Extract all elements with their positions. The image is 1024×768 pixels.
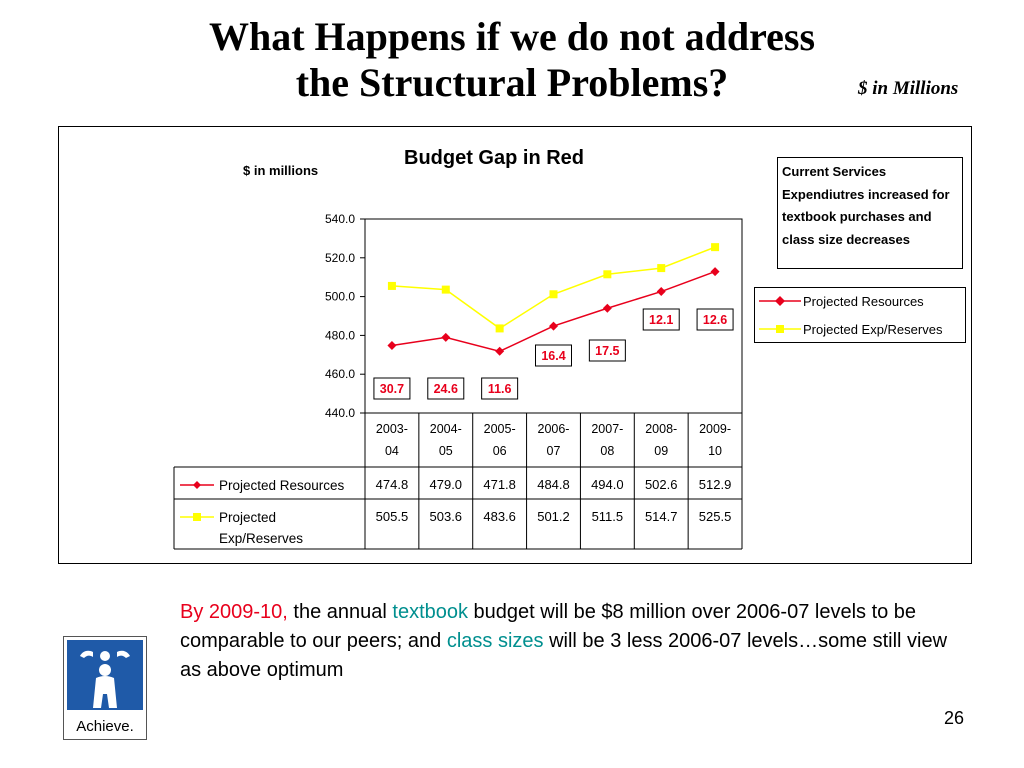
gap-label-box: [696, 308, 734, 331]
x-tick-label: 07: [547, 444, 561, 458]
gap-label-box: [642, 308, 680, 331]
plot-area: [364, 218, 743, 414]
data-point: [602, 303, 612, 313]
legend-marker-diamond-icon: [759, 296, 801, 306]
chart-legend: Projected Resources Projected Exp/Reserv…: [754, 287, 966, 343]
body-text: By 2009-10, the annual textbook budget w…: [180, 598, 960, 685]
parent-child-figure-icon: [80, 650, 130, 708]
units-note: $ in Millions: [858, 78, 959, 99]
gap-label: 17.5: [595, 344, 619, 358]
table-cell: 512.9: [699, 477, 732, 492]
data-point: [711, 243, 720, 252]
x-tick-label: 06: [493, 444, 507, 458]
slide-title-line-2: the Structural Problems?: [295, 60, 729, 105]
body-text-segment: budget will be $8 million over 2006-07 l…: [180, 601, 917, 652]
x-tick-label: 10: [708, 444, 722, 458]
table-cell: 503.6: [430, 509, 463, 524]
y-tick-label: 540.0: [325, 212, 355, 226]
slide-title-line-1: What Happens if we do not address: [208, 14, 816, 59]
gap-label: 30.7: [380, 382, 404, 396]
data-point: [603, 270, 612, 279]
legend-label: Projected Resources: [803, 294, 924, 309]
chart-frame: [58, 126, 972, 564]
table-cell: 484.8: [537, 477, 570, 492]
chart-title: Budget Gap in Red: [404, 147, 584, 169]
y-axis-label: $ in millions: [243, 163, 319, 178]
x-tick-label: 2003-: [376, 422, 408, 436]
x-tick-label: 2009-: [699, 422, 731, 436]
y-tick-label: 500.0: [325, 290, 355, 304]
data-point: [387, 281, 396, 290]
data-point: [656, 287, 666, 297]
gap-label-box: [588, 339, 626, 362]
data-point: [495, 346, 505, 356]
table-cell: 474.8: [376, 477, 409, 492]
y-tick-label: 460.0: [325, 367, 355, 381]
data-point: [441, 332, 451, 342]
body-text-segment: will be 3 less 2006-07 levels…some still…: [180, 630, 948, 681]
legend-label: Projected Exp/Reserves: [803, 322, 943, 337]
table-cell: 501.2: [537, 509, 570, 524]
gap-label: 11.6: [488, 382, 512, 396]
table-cell: 511.5: [592, 509, 624, 524]
x-tick-label: 05: [439, 444, 453, 458]
table-cell: 494.0: [591, 477, 624, 492]
data-point: [549, 290, 558, 299]
table-cell: 505.5: [376, 509, 409, 524]
x-tick-label: 2006-: [538, 422, 570, 436]
table-row-label: Exp/Reserves: [219, 531, 303, 546]
table-cell: 471.8: [483, 477, 516, 492]
data-point: [441, 285, 450, 294]
gap-label-box: [373, 377, 411, 400]
data-point: [657, 264, 666, 273]
table-row-label: Projected Resources: [219, 478, 345, 493]
slide-title: What Happens if we do not address the St…: [0, 14, 1024, 106]
body-text-segment: the annual: [287, 601, 393, 623]
y-tick-label: 520.0: [325, 251, 355, 265]
gap-label-box: [481, 377, 519, 400]
logo-text: Achieve.: [76, 718, 134, 735]
x-tick-label: 2007-: [591, 422, 623, 436]
data-point: [549, 321, 558, 331]
body-text-class-sizes: class sizes: [446, 630, 544, 652]
table-cell: 502.6: [645, 477, 678, 492]
y-tick-label: 440.0: [325, 406, 355, 420]
gap-label: 12.1: [649, 313, 673, 327]
x-tick-label: 09: [654, 444, 668, 458]
legend-item-projected-resources: Projected Resources: [755, 292, 965, 312]
x-tick-label: 2004-: [430, 422, 462, 436]
legend-marker-square-icon: [759, 325, 801, 333]
table-cell: 525.5: [699, 509, 732, 524]
x-tick-label: 08: [600, 444, 614, 458]
table-cell: 479.0: [430, 477, 463, 492]
body-text-year: By 2009-10,: [180, 601, 288, 623]
gap-label-box: [427, 377, 465, 400]
square-marker-icon: [193, 513, 201, 521]
gap-label-box: [535, 344, 572, 367]
legend-item-projected-exp: Projected Exp/Reserves: [755, 320, 965, 340]
gap-label: 24.6: [434, 382, 458, 396]
data-point: [387, 340, 397, 350]
x-tick-label: 04: [385, 444, 399, 458]
y-tick-label: 480.0: [325, 328, 355, 342]
gap-label: 16.4: [541, 349, 565, 363]
table-cell: 483.6: [483, 509, 516, 524]
body-text-textbook: textbook: [392, 601, 468, 623]
x-tick-label: 2005-: [484, 422, 516, 436]
table-row-label: Projected: [219, 510, 276, 525]
x-tick-label: 2008-: [645, 422, 677, 436]
achieve-logo: Achieve.: [63, 636, 147, 740]
table-cell: 514.7: [645, 509, 678, 524]
gap-label: 12.6: [703, 313, 727, 327]
data-point: [495, 324, 504, 333]
data-point: [710, 267, 720, 277]
diamond-marker-icon: [193, 481, 201, 489]
chart-note: Current Services Expendiutres increased …: [777, 157, 963, 269]
page-number: 26: [944, 708, 965, 728]
